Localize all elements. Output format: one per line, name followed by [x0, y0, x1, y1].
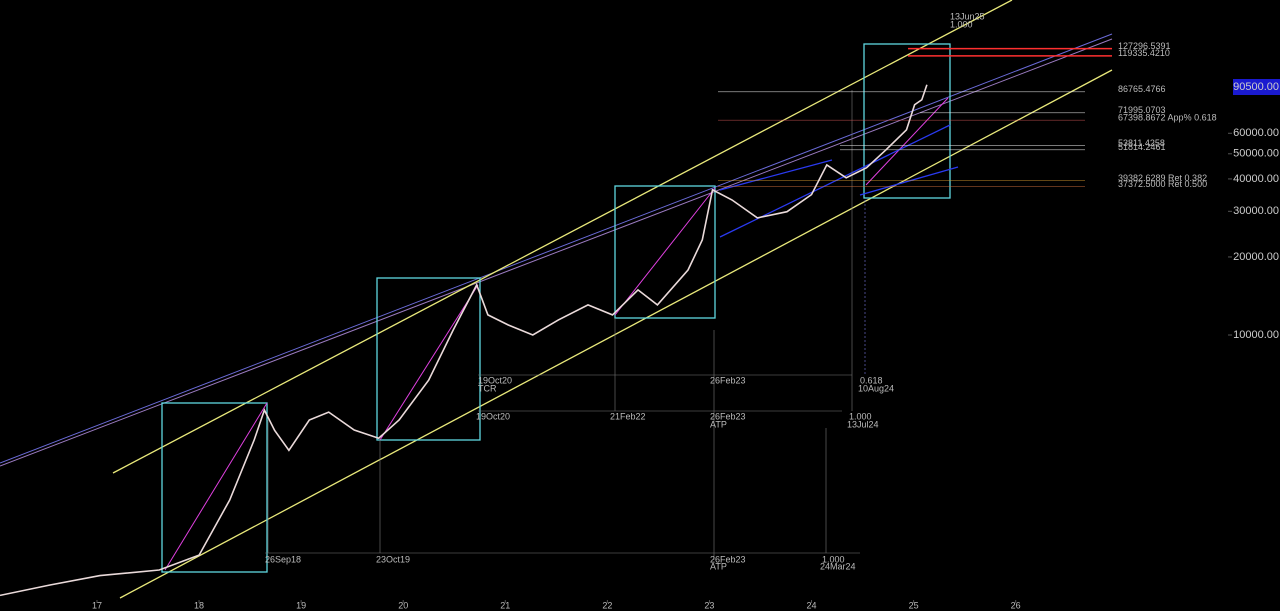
channel-line: [119, 69, 1113, 599]
level-label: 37372.5000 Ret 0.500: [1118, 179, 1207, 189]
annotation: 19Oct20: [476, 411, 510, 421]
annotation: ATP: [710, 561, 727, 571]
annotation: 0.618: [860, 375, 883, 385]
y-tick-label: 60000.00: [1233, 127, 1279, 139]
annotation: ATP: [710, 419, 727, 429]
x-tick-label: 22: [602, 600, 612, 610]
x-tick-label: 17: [92, 600, 102, 610]
annotation: 26Sep18: [265, 554, 301, 564]
level-label: 71995.0703: [1118, 105, 1166, 115]
box: [376, 277, 481, 441]
trend-line: [719, 159, 833, 191]
diagonal: [164, 402, 268, 571]
level-label: 67398.8672 App% 0.618: [1118, 113, 1217, 123]
trend-line: [0, 38, 1113, 467]
diagonal: [379, 284, 479, 441]
x-tick-label: 20: [398, 600, 408, 610]
x-tick-label: 19: [296, 600, 306, 610]
diagonal: [614, 187, 716, 316]
y-tick-label: 10000.00: [1233, 329, 1279, 341]
annotation: TCR: [478, 383, 497, 393]
guides: [265, 90, 866, 560]
box: [614, 185, 716, 319]
x-tick-label: 26: [1011, 600, 1021, 610]
last-price-label: 90500.00: [1233, 81, 1279, 93]
x-tick-label: 18: [194, 600, 204, 610]
level-label: 53811.4258: [1118, 138, 1165, 148]
y-tick-label: 20000.00: [1233, 251, 1279, 263]
trend-line: [0, 33, 1113, 464]
annotation: 26Feb23: [710, 554, 746, 564]
y-tick-label: 30000.00: [1233, 205, 1279, 217]
level-label: 39382.6289 Ret 0.382: [1118, 173, 1207, 183]
annotation: 21Feb22: [610, 411, 646, 421]
channel-line: [112, 0, 1013, 474]
annotation: 13Jul24: [847, 419, 879, 429]
annotation: 1.000: [849, 411, 872, 421]
level-label: 127296.5391: [1118, 41, 1171, 51]
level-label: 86765.4766: [1118, 84, 1166, 94]
annotation: 10Aug24: [858, 383, 894, 393]
annotation: 1.000: [822, 554, 845, 564]
y-tick-label: 40000.00: [1233, 173, 1279, 185]
annotation: 1.000: [950, 19, 973, 29]
price-line: [0, 84, 928, 597]
y-tick-label: 50000.00: [1233, 148, 1279, 160]
annotation: 13Jun25: [950, 11, 985, 21]
annotation: 23Oct19: [376, 554, 410, 564]
x-tick-label: 24: [807, 600, 817, 610]
annotation: 26Feb23: [710, 411, 746, 421]
last-price-box: [1233, 79, 1280, 96]
x-tick-label: 23: [704, 600, 714, 610]
box: [863, 43, 951, 199]
x-tick-label: 25: [909, 600, 919, 610]
level-label: 119335.4210: [1118, 48, 1170, 58]
box: [161, 402, 268, 573]
annotation: 26Feb23: [710, 375, 746, 385]
level-label: 51814.2461: [1118, 142, 1166, 152]
annotation: 24Mar24: [820, 561, 856, 571]
annotation: 19Oct20: [478, 375, 512, 385]
x-tick-label: 21: [500, 600, 510, 610]
